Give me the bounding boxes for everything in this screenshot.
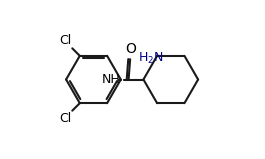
Text: H$_2$N: H$_2$N xyxy=(138,51,163,66)
Text: Cl: Cl xyxy=(60,112,72,125)
Text: NH: NH xyxy=(101,73,120,86)
Text: Cl: Cl xyxy=(60,34,72,47)
Text: O: O xyxy=(126,42,136,56)
